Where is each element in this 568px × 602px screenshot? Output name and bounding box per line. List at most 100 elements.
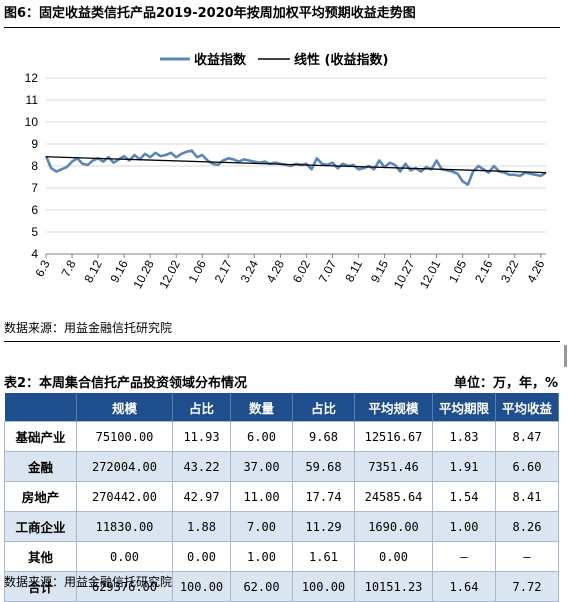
column-header: 数量 [230,393,293,422]
row-label: 房地产 [4,481,77,512]
legend-label-yield-index: 收益指数 [194,52,247,68]
x-tick-label: 4.28 [264,258,287,285]
column-header: 规模 [76,393,173,422]
table-cell: 24585.64 [354,481,433,512]
table-cell: 272004.00 [76,451,173,482]
y-tick-label: 4 [31,247,38,261]
y-tick-label: 12 [25,71,39,85]
table-cell: 7351.46 [354,451,433,482]
table-cell: 11830.00 [76,511,173,542]
x-tick-label: 10.28 [130,258,157,291]
table-cell: 62.00 [230,571,293,602]
table-cell: 42.97 [172,481,231,512]
x-tick-label: 7.8 [58,258,78,280]
table-cell: 11.93 [172,421,231,452]
investment-distribution-table: 规模 占比 数量 占比 平均规模 平均期限 平均收益 基础产业 75100.00 11.93 6.… [4,393,559,602]
table-cell: 0.00 [354,541,433,572]
table-cell: 1.00 [230,541,293,572]
table-cell: 59.68 [292,451,355,482]
table-cell: 37.00 [230,451,293,482]
x-tick-label: 9.16 [107,258,130,285]
table-cell: 1.54 [432,481,496,512]
figure-bottom-rule [4,341,560,342]
y-tick-label: 7 [31,181,38,195]
column-header: 平均规模 [354,393,433,422]
table-cell: 7.72 [495,571,559,602]
table-cell: 270442.00 [76,481,173,512]
table-cell: 7.00 [230,511,293,542]
table-row: 工商企业 11830.00 1.88 7.00 11.29 1690.00 1.00 8.26 [4,511,559,542]
y-tick-label: 9 [31,137,38,151]
table-cell: 1.83 [432,421,496,452]
x-tick-label: 4.26 [524,258,547,285]
x-tick-label: 2.16 [472,258,495,285]
table-row: 房地产 270442.00 42.97 11.00 17.74 24585.64 1.54 8… [4,481,559,512]
table-cell: 100.00 [292,571,355,602]
x-tick-label: 8.12 [81,258,104,285]
table-cell: 9.68 [292,421,355,452]
y-tick-label: 11 [26,93,39,107]
table-cell: 0.00 [172,541,231,572]
table-row: 合计 629376.00 100.00 62.00 100.00 10151.23 1.64… [4,571,559,602]
column-header: 占比 [172,393,231,422]
x-tick-label: 10.27 [391,258,418,291]
column-header: 平均收益 [495,393,559,422]
table-cell: 6.60 [495,451,559,482]
x-tick-label: 6.02 [290,258,313,285]
table-title: 表2：本周集合信托产品投资领域分布情况 [4,376,248,391]
title-rule [4,27,560,28]
table-row: 其他 0.00 0.00 1.00 1.61 0.00– – [4,541,559,572]
table-cell: 100.00 [172,571,231,602]
table-cell: 8.26 [495,511,559,542]
x-tick-label: 9.15 [368,258,391,285]
table-cell: 0.00 [76,541,173,572]
table-cell: 11.00 [230,481,293,512]
y-tick-label: 8 [31,159,38,173]
table-cell: 43.22 [172,451,231,482]
x-tick-label: 12.02 [156,258,183,291]
row-label: 金融 [4,451,77,482]
table-cell: 1.91 [432,451,496,482]
table-cell: 17.74 [292,481,355,512]
table-cell: 10151.23 [354,571,433,602]
legend-label-linear-trend: 线性 (收益指数) [294,52,388,68]
table-cell: 6.00 [230,421,293,452]
x-tick-label: 3.24 [238,258,261,285]
table-cell: 1690.00 [354,511,433,542]
scroll-mark [564,345,567,367]
table-unit: 单位：万，年，% [453,376,558,391]
y-tick-label: 6 [31,203,38,217]
x-tick-label: 1.05 [446,258,469,285]
table-cell: 1.61 [292,541,355,572]
table-cell: – [495,541,559,572]
table-cell: 1.64 [432,571,496,602]
table-cell: – [432,541,496,572]
y-tick-label: 5 [31,225,38,239]
figure-title: 图6：固定收益类信托产品2019-2020年按周加权平均预期收益走势图 [4,6,416,21]
x-tick-label: 3.22 [498,258,521,285]
table-cell: 1.88 [172,511,231,542]
table-source: 数据来源：用益金融信托研究院 [4,575,173,589]
x-tick-label: 2.17 [212,258,235,285]
x-tick-label: 7.07 [316,258,339,285]
figure-source: 数据来源：用益金融信托研究院 [4,321,173,335]
column-header: 占比 [292,393,355,422]
y-tick-label: 10 [25,115,39,129]
row-label: 其他 [4,541,77,572]
row-label: 工商企业 [4,511,77,542]
table-cell: 8.47 [495,421,559,452]
table-row: 金融 272004.00 43.22 37.00 59.68 7351.46 1.91 6.6… [4,451,559,482]
series-line-linear-trend [45,156,547,174]
header-corner [4,393,77,422]
x-tick-label: 1.06 [186,258,209,285]
column-header: 平均期限 [432,393,496,422]
table-header-row: 规模 占比 数量 占比 平均规模 平均期限 平均收益 [4,393,559,422]
table-cell: 11.29 [292,511,355,542]
table-row: 基础产业 75100.00 11.93 6.00 9.68 12516.67 1.83 8.4… [4,421,559,452]
table-cell: 12516.67 [354,421,433,452]
table-cell: 75100.00 [76,421,173,452]
x-tick-label: 12.01 [417,258,444,291]
series-line-yield-index [44,149,547,186]
table-cell: 1.00 [432,511,496,542]
